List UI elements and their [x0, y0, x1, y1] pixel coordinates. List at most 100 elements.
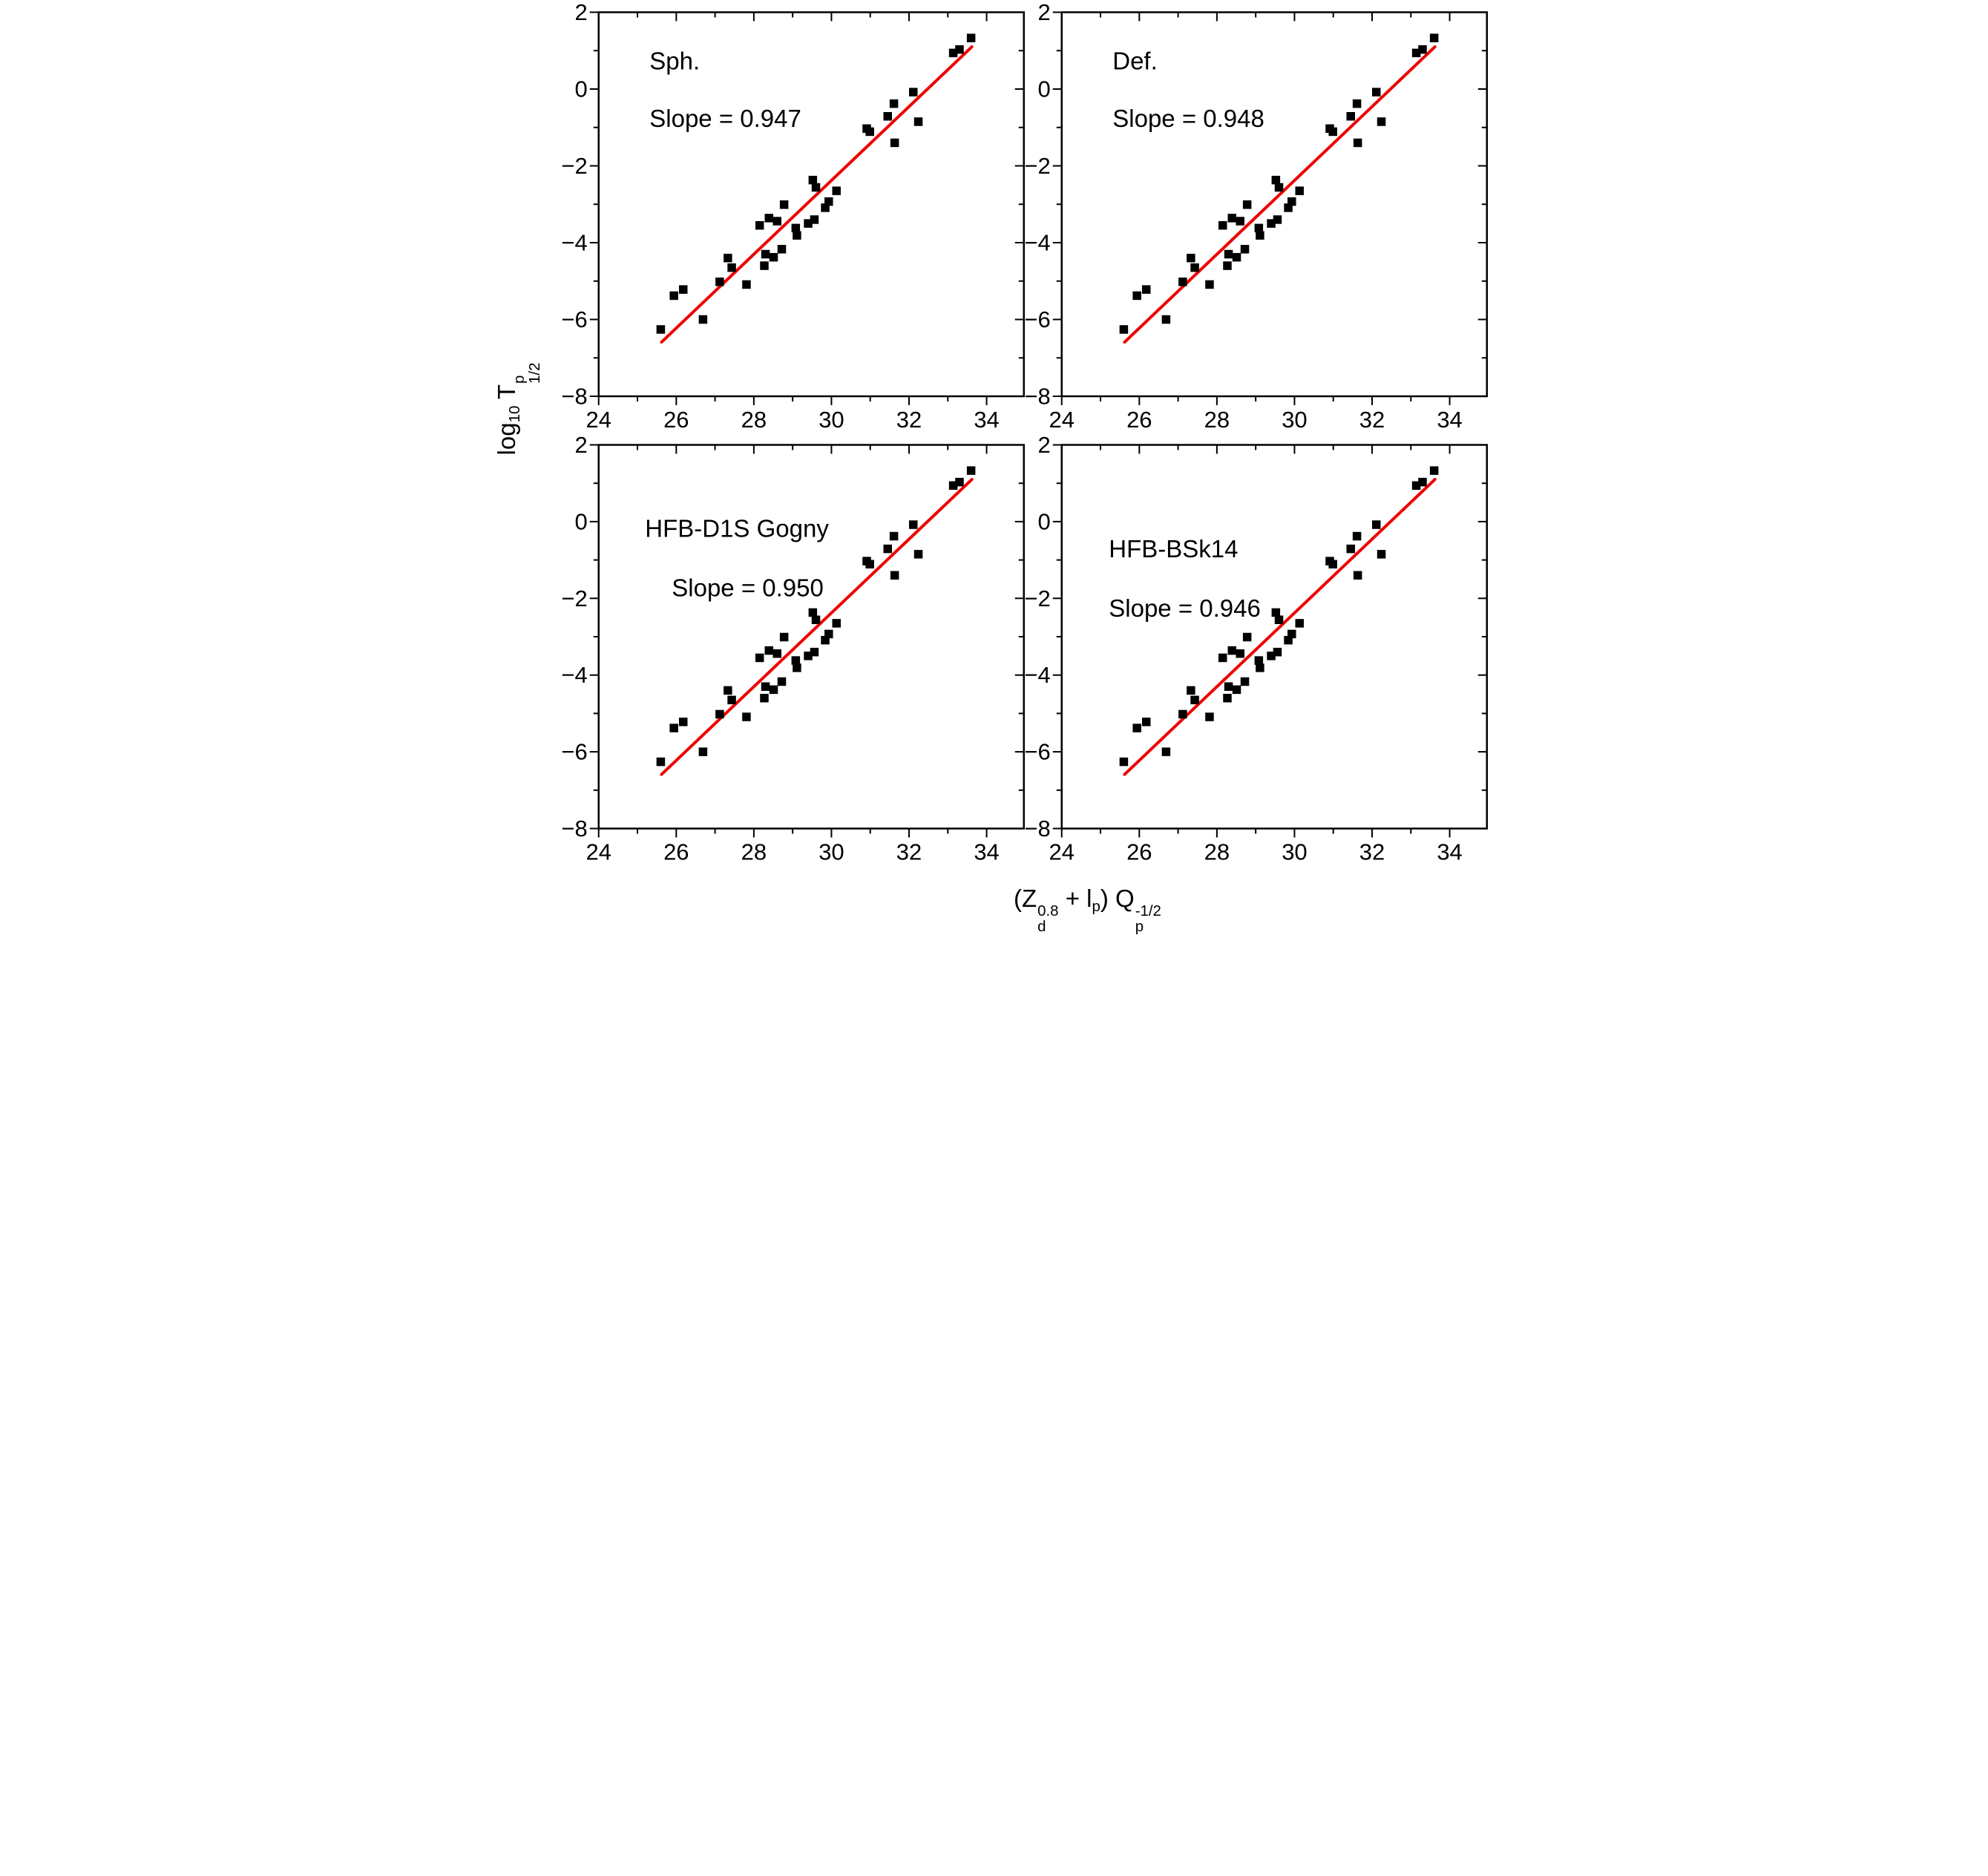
- scatter-point: [1235, 217, 1244, 226]
- x-tick-label: 32: [1359, 407, 1384, 433]
- scatter-point: [669, 291, 678, 301]
- scatter-point: [698, 315, 707, 324]
- fit-line: [659, 478, 974, 776]
- scatter-point: [1218, 220, 1227, 230]
- x-tick-label: 34: [1437, 407, 1462, 433]
- scatter-point: [865, 560, 874, 569]
- panel-def: 24 26 28 30 32 34 2 0 −2 −4 −6 −8 Def. Slope = 0.948: [1024, 0, 1488, 433]
- scatter-point: [723, 253, 732, 263]
- x-title-z-sub: d: [1037, 918, 1046, 936]
- scatter-point: [1242, 200, 1251, 209]
- panel-hfb-bsk14: 24 26 28 30 32 34 2 0 −2 −4 −6 −8 HFB-BSk14 Slope = 0…: [1024, 432, 1488, 865]
- scatter-point: [1254, 223, 1263, 233]
- axis-ticks: [589, 444, 1024, 838]
- y-tick-label: −4: [1024, 230, 1050, 256]
- scatter-point: [769, 252, 778, 262]
- scatter-point: [882, 544, 892, 554]
- scatter-point: [1119, 325, 1128, 334]
- scatter-point: [715, 709, 724, 719]
- x-title-q-supsub: -1/2 p: [1135, 903, 1161, 935]
- scatter-point: [820, 203, 830, 212]
- panel-slope-label: Slope = 0.950: [672, 574, 824, 602]
- x-tick-label: 28: [741, 407, 766, 433]
- y-tick-label: 0: [574, 508, 587, 534]
- scatter-point: [1417, 45, 1427, 54]
- x-tick-label: 24: [585, 407, 611, 433]
- y-tick-label: 0: [1037, 508, 1050, 534]
- panel-border: [1060, 444, 1488, 830]
- tick-labels: 24 26 28 30 32 34 2 0 −2 −4 −6 −8: [1024, 0, 1462, 433]
- scatter-point: [1222, 261, 1232, 270]
- y-tick-label: −8: [561, 384, 587, 410]
- scatter-point: [1161, 747, 1170, 756]
- scatter-point: [913, 550, 922, 559]
- x-title-l-sub: p: [1092, 898, 1100, 916]
- y-tick-label: −2: [1024, 153, 1050, 179]
- x-tick-label: 34: [1437, 839, 1462, 865]
- scatter-point: [810, 647, 819, 657]
- scatter-point: [948, 481, 957, 491]
- y-title-prefix-sub: 10: [505, 405, 523, 423]
- scatter-point: [1132, 291, 1141, 301]
- scatter-point: [678, 285, 687, 294]
- panel-title: Sph.: [649, 47, 700, 75]
- scatter-point: [1178, 709, 1187, 719]
- scatter-point: [966, 466, 975, 475]
- scatter-point: [1227, 214, 1236, 223]
- y-title-sub: 1/2: [526, 362, 544, 384]
- panel-sph: 24 26 28 30 32 34 2 0 −2 −4 −6 −8 Sph. Slope = 0.947: [561, 0, 1025, 433]
- y-tick-label: −4: [561, 230, 587, 256]
- scatter-point: [761, 682, 770, 691]
- scatter-point: [1274, 183, 1283, 192]
- y-tick-label: 0: [1037, 76, 1050, 102]
- x-tick-label: 28: [1204, 839, 1229, 865]
- scatter-point: [1224, 249, 1233, 259]
- scatter-point: [865, 127, 874, 137]
- axis-ticks: [1052, 11, 1487, 405]
- panel-border: [597, 444, 1025, 830]
- scatter-point: [1204, 712, 1214, 721]
- x-tick-label: 30: [819, 839, 844, 865]
- scatter-point: [1352, 531, 1361, 541]
- x-tick-label: 24: [1049, 407, 1074, 433]
- panel-title: Def.: [1112, 47, 1158, 75]
- x-tick-label: 24: [1049, 839, 1074, 865]
- y-tick-label: 2: [574, 0, 587, 25]
- x-tick-label: 26: [663, 839, 689, 865]
- scatter-point: [759, 261, 769, 270]
- y-tick-label: −2: [1024, 586, 1050, 611]
- scatter-point: [889, 531, 898, 541]
- scatter-points: [656, 466, 975, 767]
- scatter-point: [764, 646, 773, 655]
- scatter-point: [1254, 656, 1263, 665]
- scatter-point: [1190, 695, 1199, 705]
- scatter-point: [769, 685, 778, 695]
- scatter-point: [1204, 280, 1214, 289]
- y-tick-label: −8: [561, 816, 587, 842]
- scatter-point: [755, 220, 764, 230]
- scatter-point: [1352, 99, 1361, 108]
- scatter-point: [1353, 138, 1362, 148]
- tick-labels: 24 26 28 30 32 34 2 0 −2 −4 −6 −8: [1024, 432, 1462, 865]
- scatter-point: [678, 718, 687, 727]
- scatter-point: [913, 117, 922, 126]
- scatter-point: [1371, 88, 1380, 96]
- scatter-point: [777, 677, 786, 686]
- scatter-point: [803, 219, 813, 228]
- scatter-point: [1429, 466, 1438, 475]
- scatter-point: [808, 608, 817, 617]
- scatter-point: [1240, 245, 1249, 254]
- scatter-point: [1271, 175, 1280, 185]
- scatter-point: [764, 214, 773, 223]
- scatter-point: [1266, 652, 1276, 660]
- scatter-point: [726, 695, 736, 705]
- panel-hfb-d1s-gogny: 24 26 28 30 32 34 2 0 −2 −4 −6 −8 HFB-D1S Gogny Slope…: [561, 432, 1025, 865]
- scatter-points: [656, 33, 975, 334]
- scatter-point: [656, 325, 665, 334]
- scatter-point: [1273, 647, 1282, 657]
- y-tick-label: −6: [561, 739, 587, 765]
- scatter-point: [791, 656, 800, 665]
- fit-line: [1122, 478, 1437, 776]
- scatter-point: [1345, 111, 1355, 121]
